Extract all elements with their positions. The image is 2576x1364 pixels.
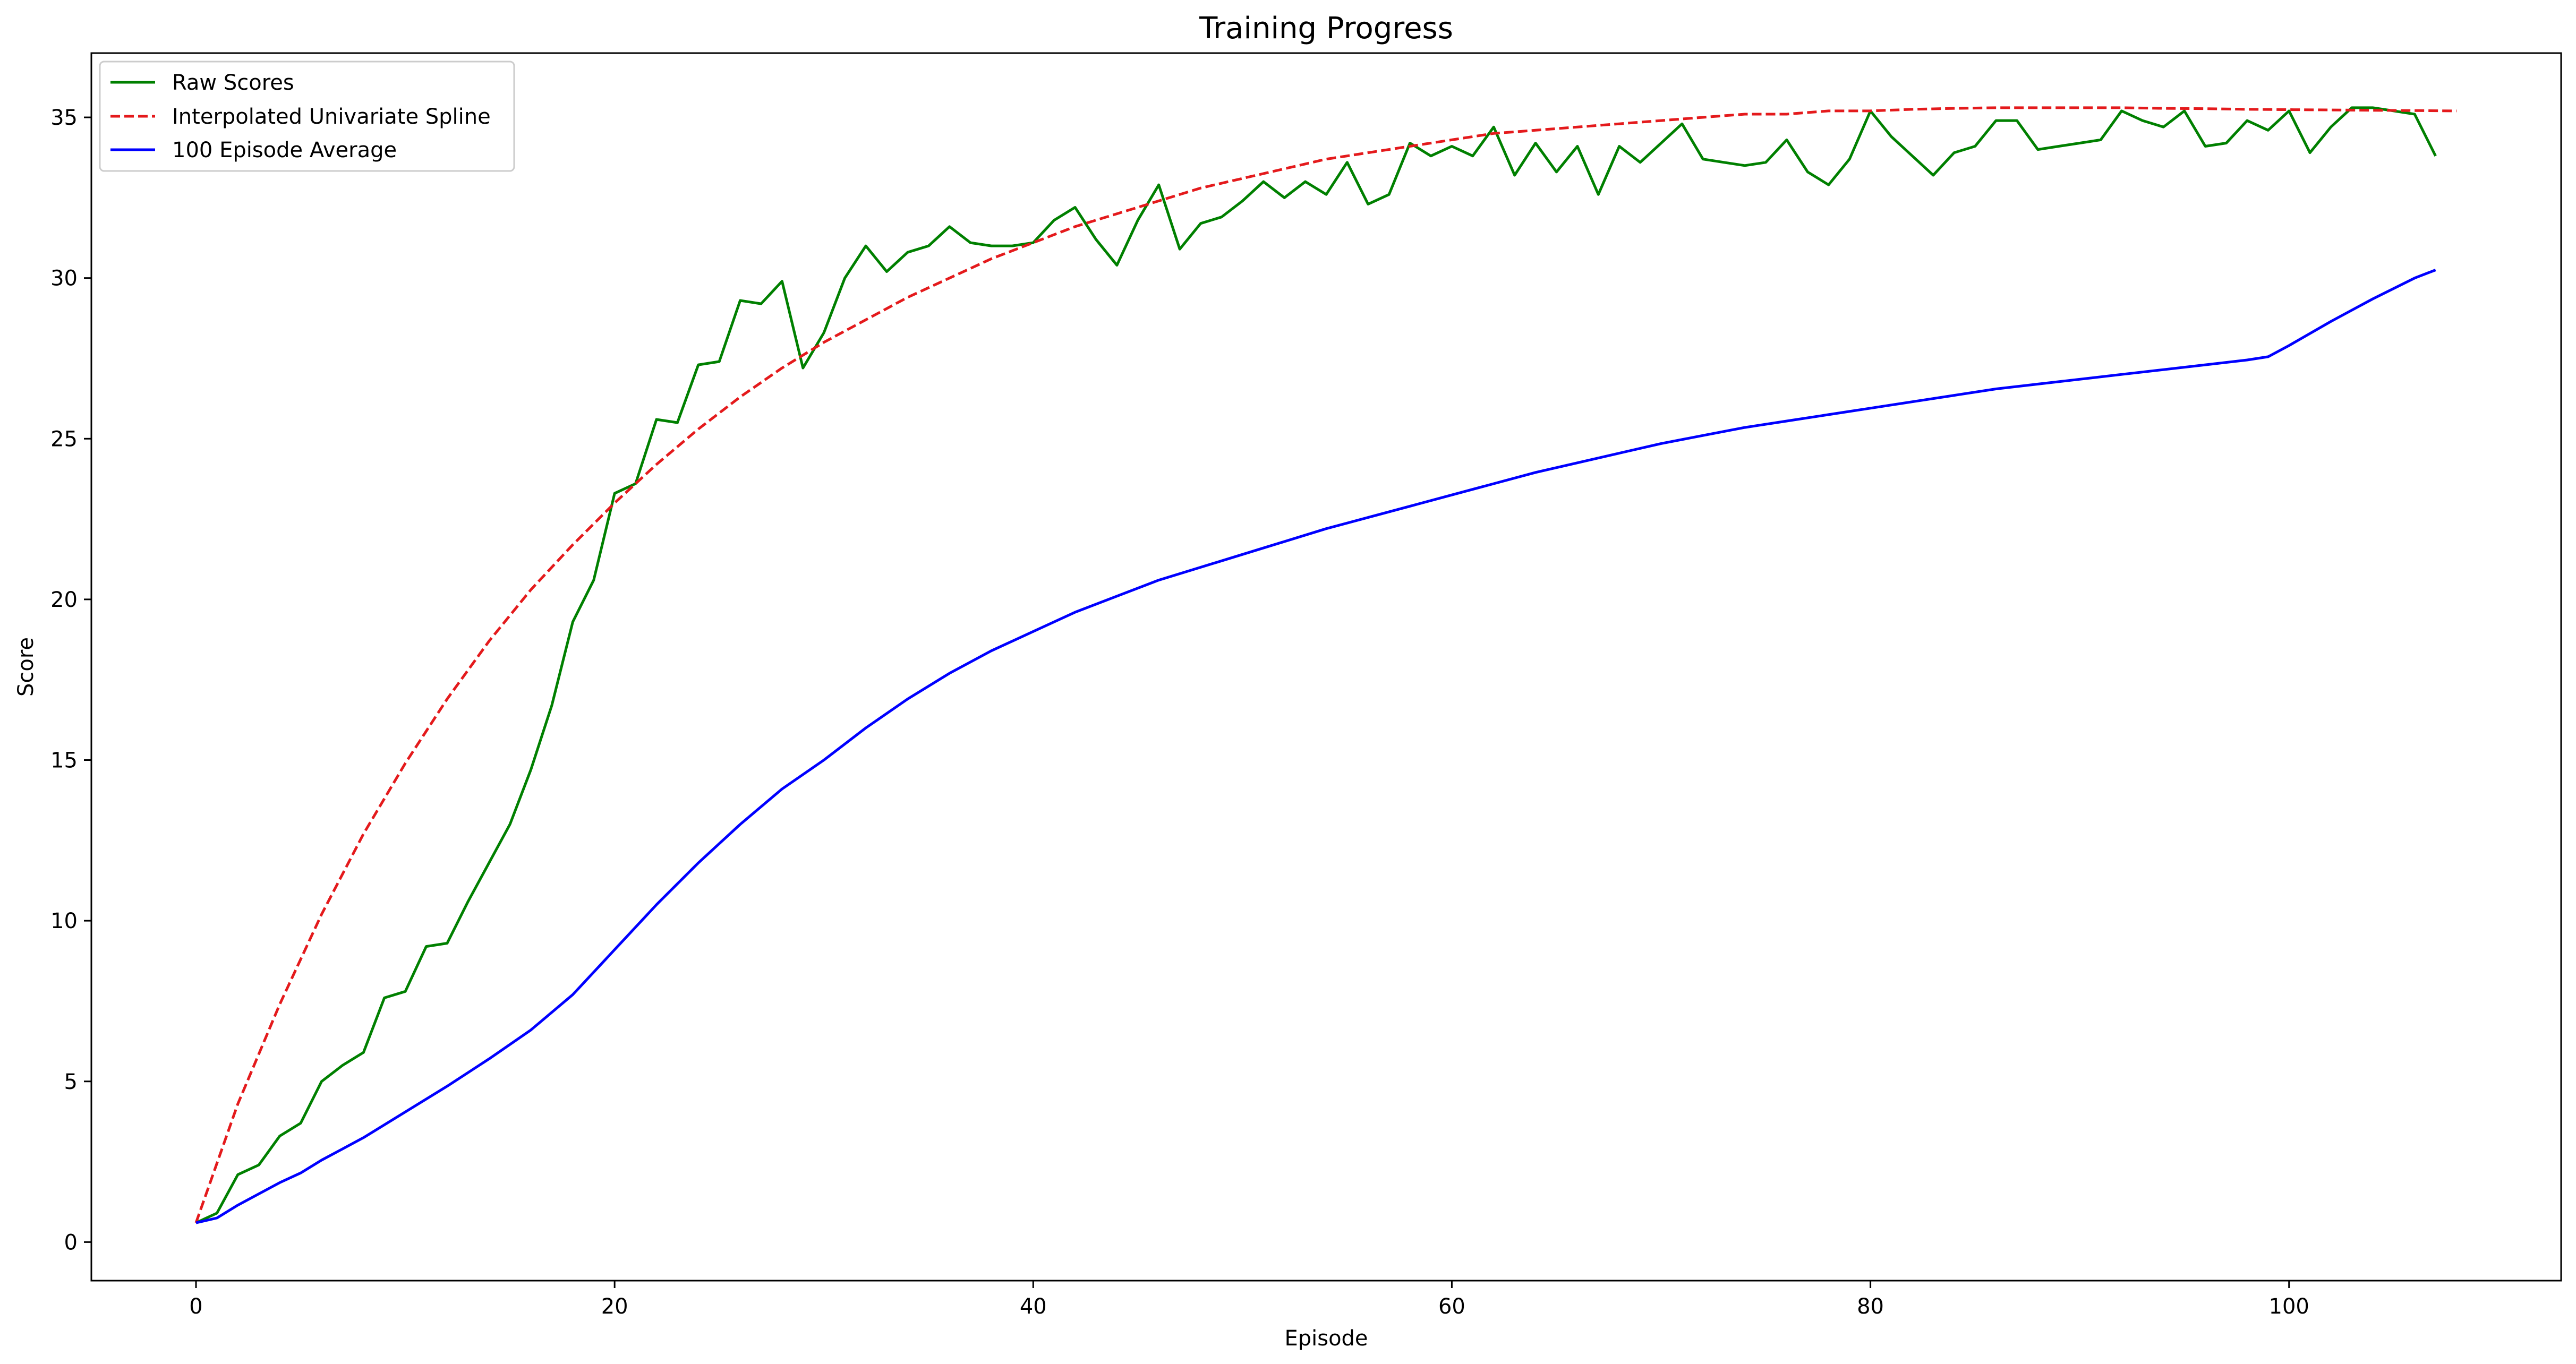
series-line-spline (194, 106, 2457, 1223)
x-tick-label: 60 (1438, 1294, 1465, 1319)
y-tick-label: 25 (50, 427, 78, 451)
series-line-average (195, 269, 2436, 1224)
x-tick-label: 40 (1020, 1294, 1047, 1319)
legend-label-raw-scores: Raw Scores (172, 71, 294, 95)
y-tick-label: 5 (64, 1070, 78, 1094)
y-tick-label: 15 (50, 749, 78, 773)
series-line-raw-scores (195, 106, 2437, 1224)
x-tick-label: 80 (1857, 1294, 1884, 1319)
x-tick-label: 0 (189, 1294, 202, 1319)
x-tick-label: 100 (2269, 1294, 2309, 1319)
chart-title: Training Progress (1199, 11, 1453, 46)
y-tick-label: 20 (50, 588, 78, 612)
y-tick-label: 35 (50, 106, 78, 130)
y-axis-label: Score (14, 637, 38, 697)
x-tick-label: 20 (601, 1294, 628, 1319)
ticks-layer: 0 20 40 60 80 100 0 5 10 15 20 25 30 35 (50, 106, 2309, 1319)
y-tick-label: 0 (64, 1230, 78, 1255)
plot-frame (90, 52, 2562, 1282)
legend: Raw Scores Interpolated Univariate Splin… (99, 61, 515, 172)
legend-label-average: 100 Episode Average (172, 138, 397, 162)
y-tick-label: 10 (50, 909, 78, 933)
legend-label-spline: Interpolated Univariate Spline (172, 105, 491, 129)
y-tick-label: 30 (50, 267, 78, 291)
series-layer (194, 106, 2457, 1224)
legend-box (99, 61, 515, 172)
x-axis-label: Episode (1284, 1326, 1368, 1351)
